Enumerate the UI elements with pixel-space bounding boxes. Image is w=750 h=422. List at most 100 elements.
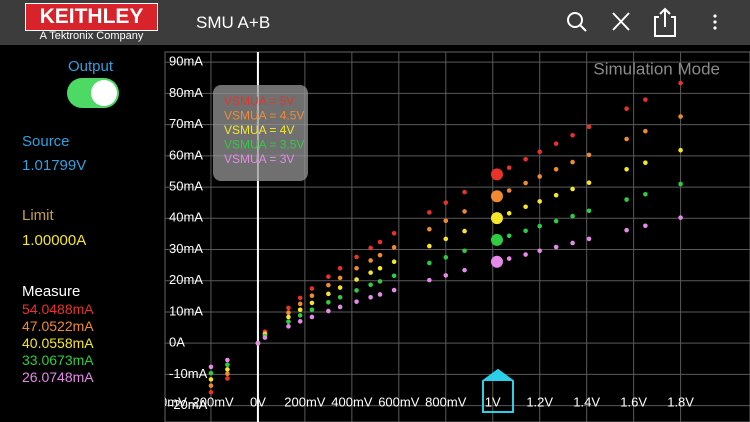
data-point (297, 313, 303, 318)
app-title: SMU A+B (196, 13, 271, 32)
data-point (624, 197, 629, 202)
y-tick-label: -20mA (169, 397, 208, 412)
data-point (506, 165, 512, 171)
data-point (255, 340, 261, 346)
x-tick-label: 1.6V (620, 394, 647, 409)
data-point (286, 319, 291, 324)
data-point (678, 215, 683, 220)
data-point (523, 156, 528, 162)
data-point (354, 265, 359, 271)
data-point (570, 240, 575, 246)
x-tick-label: -200mV (188, 394, 234, 409)
data-point (297, 295, 303, 301)
close-icon[interactable] (612, 12, 630, 31)
x-tick-label: 800mV (425, 394, 467, 409)
data-point (537, 223, 543, 229)
measure-value: 47.0522mA (22, 318, 94, 334)
data-point (643, 191, 648, 197)
data-point (443, 236, 449, 242)
data-point (297, 301, 303, 307)
data-point (286, 314, 291, 320)
data-point (427, 243, 432, 249)
data-point (443, 255, 449, 260)
data-point (586, 208, 592, 214)
data-point (391, 245, 397, 250)
data-point (427, 260, 432, 266)
data-point (643, 97, 648, 102)
x-tick-label: 600mV (378, 394, 420, 409)
current-point (490, 233, 503, 246)
data-point (368, 282, 373, 288)
y-tick-label: 80mA (169, 85, 203, 100)
legend-entry: VSMUA = 3.5V (224, 138, 304, 152)
data-point (391, 230, 397, 236)
y-tick-label: 70mA (169, 116, 203, 131)
data-point (523, 252, 528, 257)
data-point (297, 307, 303, 313)
data-point (326, 274, 331, 279)
current-point (490, 168, 503, 181)
data-point (286, 310, 291, 315)
data-point (624, 227, 629, 233)
data-point (326, 308, 331, 314)
logo: KEITHLEY (25, 3, 158, 31)
y-tick-label: 50mA (169, 179, 203, 194)
data-point (225, 357, 230, 363)
data-point (553, 192, 559, 198)
current-point (490, 190, 503, 203)
current-point (490, 255, 503, 268)
data-point (337, 265, 343, 271)
x-tick-label: 1V (485, 394, 501, 409)
data-point (377, 239, 383, 245)
data-point (309, 314, 315, 320)
data-point (443, 273, 449, 278)
data-point (586, 152, 592, 158)
data-point (337, 304, 343, 310)
y-tick-label: 40mA (169, 210, 203, 225)
more-icon[interactable] (713, 14, 717, 30)
toggle-knob (91, 80, 117, 106)
data-point (354, 288, 359, 293)
data-point (391, 273, 397, 279)
output-label: Output (68, 58, 114, 75)
data-point (208, 389, 214, 395)
data-point (286, 305, 291, 311)
x-tick-label: 1.4V (573, 394, 600, 409)
data-point (225, 362, 230, 368)
x-tick-label: 200mV (284, 394, 326, 409)
limit-value: 1.00000A (22, 232, 87, 249)
data-point (354, 254, 359, 260)
legend-box (213, 85, 308, 181)
plot-border (164, 51, 750, 422)
legend-entry: VSMUA = 4.5V (224, 109, 304, 123)
data-point (553, 141, 559, 146)
data-point (337, 285, 343, 290)
source-cursor-head (483, 370, 513, 381)
data-point (326, 291, 331, 297)
data-point (643, 160, 648, 166)
measure-value: 33.0673mA (22, 352, 94, 368)
output-toggle[interactable] (67, 78, 119, 108)
data-point (678, 80, 683, 86)
data-point (377, 279, 383, 284)
data-point (553, 166, 559, 172)
data-point (553, 244, 559, 250)
y-tick-label: 10mA (169, 303, 203, 318)
y-tick-label: 90mA (169, 54, 203, 69)
measure-value: 54.0488mA (22, 301, 94, 317)
share-icon[interactable] (654, 7, 676, 37)
data-point (368, 258, 373, 263)
data-point (570, 213, 575, 219)
current-point (490, 212, 503, 225)
data-point (354, 277, 359, 282)
data-point (368, 245, 373, 251)
x-tick-label: 400mV (331, 394, 373, 409)
data-point (570, 186, 575, 192)
data-point (523, 228, 528, 234)
data-point (523, 180, 528, 186)
search-icon[interactable] (567, 12, 587, 32)
data-point (309, 300, 315, 306)
data-point (586, 124, 592, 130)
data-point (570, 159, 575, 165)
